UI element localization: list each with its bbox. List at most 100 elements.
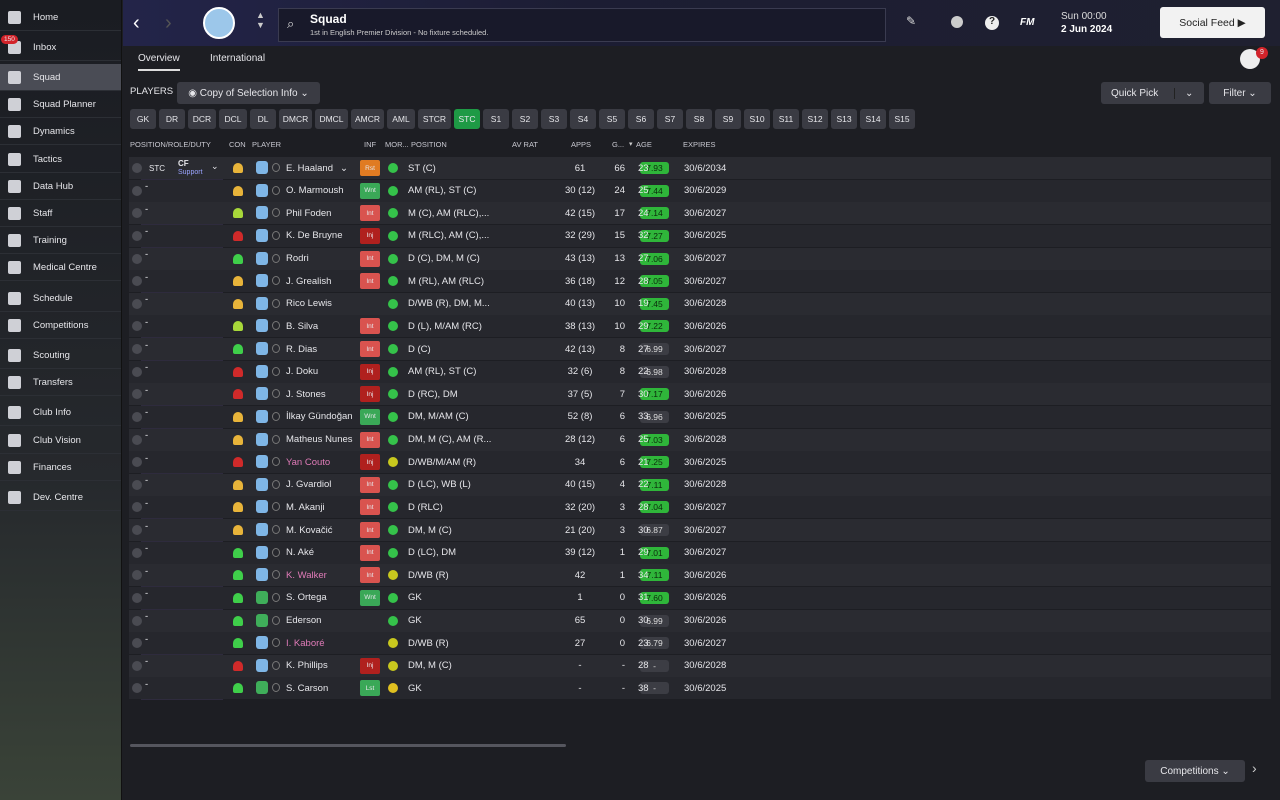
position-chip[interactable]: DMCL	[315, 109, 348, 129]
select-checkbox[interactable]	[132, 592, 142, 603]
player-row[interactable]: - Rodri Int D (C), DM, M (C) 7.06 43 (13) 13 27…	[129, 247, 1271, 270]
player-row[interactable]: - J. Gvardiol Int D (LC), WB (L) 7.11 40 (15)…	[129, 473, 1271, 496]
position-chip[interactable]: DCR	[188, 109, 216, 129]
club-switch[interactable]: ▲ ▼	[256, 10, 265, 30]
position-chip[interactable]: S9	[715, 109, 741, 129]
player-row[interactable]: - Rico Lewis D/WB (R), DM, M... 7.45 40 (13)…	[129, 292, 1271, 315]
selection-empty[interactable]: -	[145, 678, 149, 690]
nav-item[interactable]: Transfers	[0, 369, 121, 396]
info-icon[interactable]	[272, 253, 280, 263]
selection-position[interactable]: STC	[149, 163, 165, 173]
player-row[interactable]: - K. De Bruyne Inj M (RLC), AM (C),... 7.27 3…	[129, 224, 1271, 247]
select-checkbox[interactable]	[132, 230, 142, 241]
player-name[interactable]: K. De Bruyne	[286, 230, 343, 242]
player-row[interactable]: - R. Dias Int D (C) 6.99 42 (13) 8 27 30/6/2027	[129, 338, 1271, 361]
info-icon[interactable]	[272, 660, 280, 670]
selection-empty[interactable]: -	[145, 565, 149, 577]
select-checkbox[interactable]	[132, 389, 142, 400]
column-header[interactable]: G...	[612, 140, 625, 149]
selection-empty[interactable]: -	[145, 271, 149, 283]
info-icon[interactable]	[272, 411, 280, 421]
info-icon[interactable]	[272, 230, 280, 240]
player-name[interactable]: J. Grealish	[286, 275, 332, 287]
nav-item[interactable]: Dynamics	[0, 118, 121, 145]
info-icon[interactable]	[272, 638, 280, 648]
select-checkbox[interactable]	[132, 411, 142, 422]
nav-item[interactable]: Medical Centre	[0, 254, 121, 281]
position-chip[interactable]: S6	[628, 109, 654, 129]
player-row[interactable]: - Phil Foden Int M (C), AM (RLC),... 7.14 42 …	[129, 202, 1271, 225]
player-name[interactable]: J. Stones	[286, 388, 326, 400]
player-row[interactable]: - K. Phillips Inj DM, M (C) - - -28 30/6/2028	[129, 654, 1271, 677]
player-name[interactable]: S. Carson	[286, 682, 329, 694]
column-header[interactable]: APPS	[571, 140, 592, 149]
social-feed-button[interactable]: Social Feed ▶	[1160, 7, 1265, 38]
position-chip[interactable]: S2	[512, 109, 538, 129]
position-chip[interactable]: DR	[159, 109, 185, 129]
selection-empty[interactable]: -	[145, 656, 149, 668]
player-name[interactable]: M. Akanji	[286, 501, 325, 513]
select-checkbox[interactable]	[132, 321, 142, 332]
quick-pick-button[interactable]: Quick Pick ⌄	[1101, 82, 1204, 104]
position-chip[interactable]: S11	[773, 109, 799, 129]
position-chip[interactable]: S5	[599, 109, 625, 129]
selection-empty[interactable]: -	[145, 226, 149, 238]
info-icon[interactable]	[272, 547, 280, 557]
select-checkbox[interactable]	[132, 434, 142, 445]
name-dropdown[interactable]: ⌄	[340, 162, 348, 174]
column-header[interactable]: PLAYER	[252, 140, 282, 149]
player-row[interactable]: - J. Stones Inj D (RC), DM 7.17 37 (5) 7 30 30/6…	[129, 383, 1271, 406]
select-checkbox[interactable]	[132, 366, 142, 377]
select-checkbox[interactable]	[132, 253, 142, 264]
position-chip[interactable]: S1	[483, 109, 509, 129]
player-name[interactable]: Ederson	[286, 615, 322, 627]
competitions-button[interactable]: Competitions ⌄	[1145, 760, 1245, 782]
info-icon[interactable]	[272, 366, 280, 376]
player-name[interactable]: Rodri	[286, 253, 309, 265]
player-name[interactable]: Phil Foden	[286, 207, 332, 219]
select-checkbox[interactable]	[132, 683, 142, 694]
selection-empty[interactable]: -	[145, 407, 149, 419]
column-header[interactable]: POSITION/ROLE/DUTY	[130, 140, 211, 149]
select-checkbox[interactable]	[132, 638, 142, 649]
info-icon[interactable]	[272, 321, 280, 331]
next-arrow[interactable]: ›	[1252, 760, 1257, 776]
forward-button[interactable]: ›	[165, 12, 172, 34]
nav-item[interactable]: Finances	[0, 454, 121, 481]
player-row[interactable]: - Matheus Nunes Int DM, M (C), AM (R... 7.03…	[129, 428, 1271, 451]
player-name[interactable]: K. Walker	[286, 569, 327, 581]
info-icon[interactable]	[272, 479, 280, 489]
selection-empty[interactable]: -	[145, 339, 149, 351]
position-chip[interactable]: S3	[541, 109, 567, 129]
select-checkbox[interactable]	[132, 660, 142, 671]
player-name[interactable]: Yan Couto	[286, 456, 331, 468]
info-icon[interactable]	[272, 683, 280, 693]
info-icon[interactable]	[272, 457, 280, 467]
position-chip[interactable]: AML	[387, 109, 415, 129]
tab[interactable]: International	[210, 53, 266, 64]
player-row[interactable]: - M. Kovačić Int DM, M (C) 6.87 21 (20) 3 30 30/…	[129, 519, 1271, 542]
selection-empty[interactable]: -	[145, 203, 149, 215]
info-icon[interactable]	[272, 434, 280, 444]
player-name[interactable]: K. Phillips	[286, 660, 328, 672]
selection-empty[interactable]: -	[145, 249, 149, 261]
nav-item[interactable]: Inbox	[0, 34, 121, 61]
column-header[interactable]: CON	[229, 140, 246, 149]
nav-item[interactable]: Staff	[0, 200, 121, 227]
player-row[interactable]: - I. Kaboré D/WB (R) 6.79 27 0 23 30/6/2027	[129, 632, 1271, 655]
nav-item[interactable]: Training	[0, 227, 121, 254]
position-chip[interactable]: STCR	[418, 109, 451, 129]
player-name[interactable]: J. Gvardiol	[286, 479, 332, 491]
selection-empty[interactable]: -	[145, 316, 149, 328]
position-chip[interactable]: S4	[570, 109, 596, 129]
help-icon[interactable]: ?	[985, 16, 999, 30]
select-checkbox[interactable]	[132, 570, 142, 581]
nav-item[interactable]: Squad	[0, 64, 121, 91]
info-icon[interactable]	[272, 389, 280, 399]
nav-item[interactable]: Scouting	[0, 342, 121, 369]
player-name[interactable]: Matheus Nunes	[286, 434, 353, 446]
player-row[interactable]: - S. Carson Lst GK - - -38 30/6/2025	[129, 677, 1271, 700]
column-header[interactable]: INF	[364, 140, 377, 149]
player-name[interactable]: J. Doku	[286, 366, 319, 378]
player-name[interactable]: S. Ortega	[286, 592, 327, 604]
